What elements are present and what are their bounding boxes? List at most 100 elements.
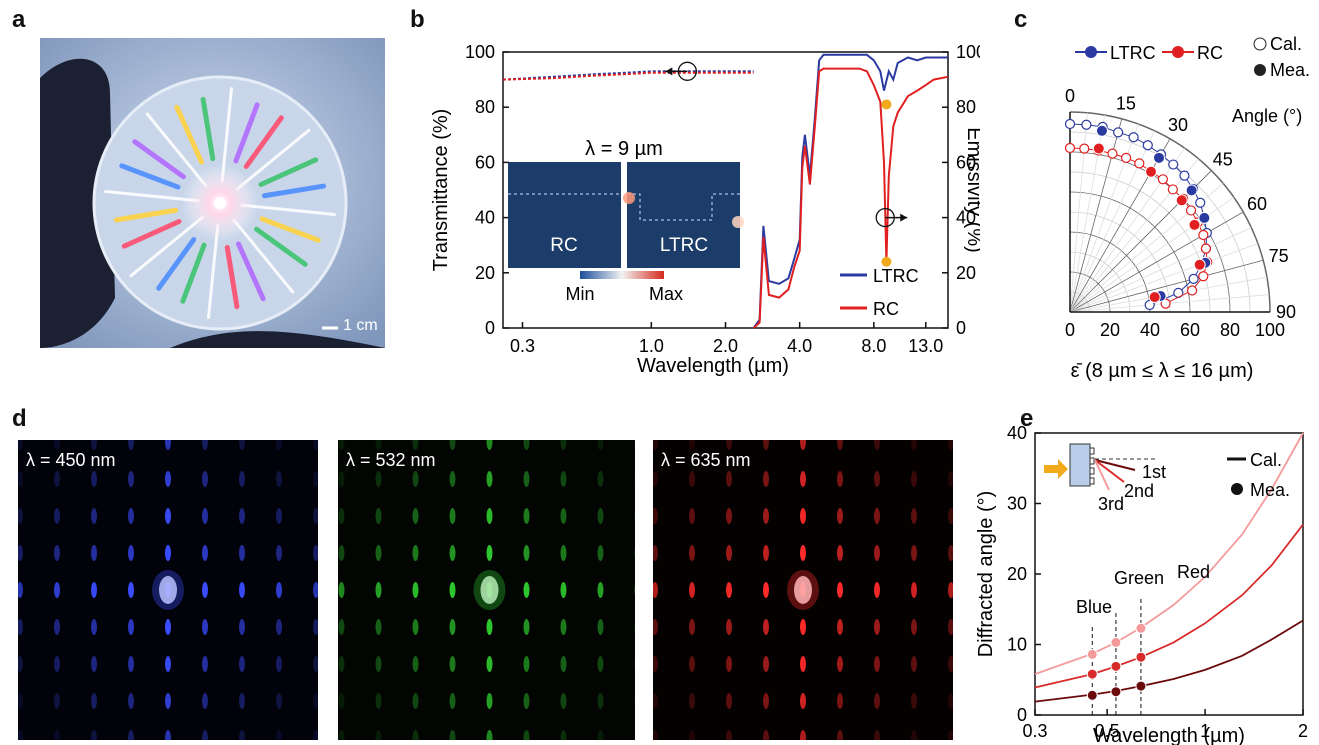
legend-rc-dot — [1172, 46, 1184, 58]
diffraction-spot — [338, 440, 345, 450]
x-tick-label: 0.3 — [1022, 721, 1047, 741]
diffraction-spot — [486, 440, 493, 450]
diffraction-streak — [258, 157, 319, 188]
diffraction-spot — [560, 656, 567, 672]
diffraction-spot — [726, 545, 732, 561]
arrowhead-icon — [665, 67, 673, 76]
y2-tick-label: 40 — [956, 208, 976, 228]
diffraction-spot — [412, 582, 419, 598]
y-tick-label: 40 — [475, 208, 495, 228]
diffraction-spot — [800, 693, 806, 709]
diffraction-spot — [763, 545, 769, 561]
diffraction-spot — [128, 730, 134, 740]
diffraction-spot — [689, 656, 695, 672]
x-tick-label: 0.3 — [510, 336, 535, 356]
diffraction-spot — [54, 656, 60, 672]
diffraction-spot — [449, 440, 456, 450]
polar-mea-point — [1145, 165, 1157, 178]
diffraction-spot — [486, 656, 493, 672]
diffraction-streak — [233, 102, 260, 164]
chart-e-ylabel: Diffracted angle (°) — [975, 491, 997, 658]
polar-cal-point — [1064, 142, 1076, 154]
measured-point — [1086, 648, 1098, 660]
polar-cal-point — [1157, 174, 1169, 185]
polar-cal-point — [1120, 152, 1132, 163]
diffraction-spot — [634, 511, 635, 521]
diffraction-spot — [948, 471, 953, 487]
legend-ltrc-label: LTRC — [873, 266, 919, 286]
diffraction-spot — [560, 693, 567, 709]
polar-angle-tick: 90 — [1276, 302, 1296, 322]
diffraction-streak — [200, 96, 216, 162]
polar-angle-tick: 75 — [1269, 246, 1289, 266]
diffraction-streak — [121, 218, 182, 249]
diffraction-spot — [560, 730, 567, 740]
diffraction-spot — [763, 656, 769, 672]
data-marker — [881, 256, 892, 267]
diffraction-spot — [763, 471, 769, 487]
diffraction-spot — [874, 582, 880, 598]
y2-tick-label: 80 — [956, 97, 976, 117]
diffraction-spot — [911, 656, 917, 672]
diffraction-spot — [313, 508, 318, 524]
polar-cal-point — [1113, 127, 1124, 138]
x-tick-label: 1.0 — [639, 336, 664, 356]
polar-cal-point — [1188, 273, 1199, 284]
diffraction-spot — [911, 508, 917, 524]
diffraction-spot — [653, 471, 658, 487]
diffraction-spot — [911, 471, 917, 487]
y-tick-label: 30 — [1007, 494, 1027, 514]
legend-ltrc-dot — [1085, 46, 1097, 58]
diffraction-spot — [763, 440, 769, 450]
legend-rc-label: RC — [873, 299, 899, 319]
diffraction-spot — [313, 582, 318, 598]
diffraction-spot — [523, 440, 530, 450]
diffraction-streak — [156, 237, 197, 291]
diffraction-spot — [412, 545, 419, 561]
diffraction-spot — [597, 582, 604, 598]
measured-point — [1135, 651, 1147, 663]
diffraction-spot — [54, 545, 60, 561]
diffraction-streak — [119, 163, 181, 190]
diffraction-spot — [837, 440, 843, 450]
diffraction-spot — [523, 656, 530, 672]
diffraction-streak — [113, 207, 179, 223]
diffraction-spot — [689, 440, 695, 450]
diffraction-spot — [523, 471, 530, 487]
diffraction-spot — [18, 730, 23, 740]
diffraction-spot — [449, 730, 456, 740]
colorbar — [580, 271, 664, 279]
diffraction-spot — [634, 733, 635, 740]
legend-c-cal: Cal. — [1270, 34, 1302, 54]
diffraction-spot — [837, 730, 843, 740]
diffraction-spot — [338, 545, 345, 561]
diffraction-label-green: λ = 532 nm — [346, 450, 436, 470]
diffraction-spot — [375, 582, 382, 598]
diffraction-spot — [837, 582, 843, 598]
chart-b-ylabel: Transmittance (%) — [430, 109, 452, 272]
arrowhead-icon — [900, 213, 908, 222]
diffraction-spot — [874, 730, 880, 740]
polar-mea-point — [1193, 258, 1206, 271]
diffraction-spot — [91, 730, 97, 740]
series-line-order-3rd — [1034, 432, 1304, 675]
diffraction-spot — [653, 693, 658, 709]
diffraction-spot — [486, 693, 493, 709]
y-tick-label: 10 — [1007, 635, 1027, 655]
y2-tick-label: 0 — [956, 318, 966, 338]
panel-label-c: c — [1014, 6, 1028, 33]
diffraction-spot — [726, 471, 732, 487]
diffraction-spot — [202, 471, 208, 487]
grating-wafer-photo: 1 cm — [40, 38, 385, 348]
diffraction-spot — [338, 508, 345, 524]
diffraction-spot — [449, 693, 456, 709]
diffraction-spot — [165, 730, 171, 740]
diffraction-streak — [224, 244, 240, 310]
diffraction-spot — [800, 471, 806, 487]
diffraction-spot — [202, 619, 208, 635]
polar-cal-point — [1107, 148, 1118, 159]
x-tick-label: 0.5 — [1095, 721, 1120, 741]
diffraction-spot — [523, 730, 530, 740]
chart-e-xlabel: Wavelength (µm) — [1093, 725, 1245, 745]
